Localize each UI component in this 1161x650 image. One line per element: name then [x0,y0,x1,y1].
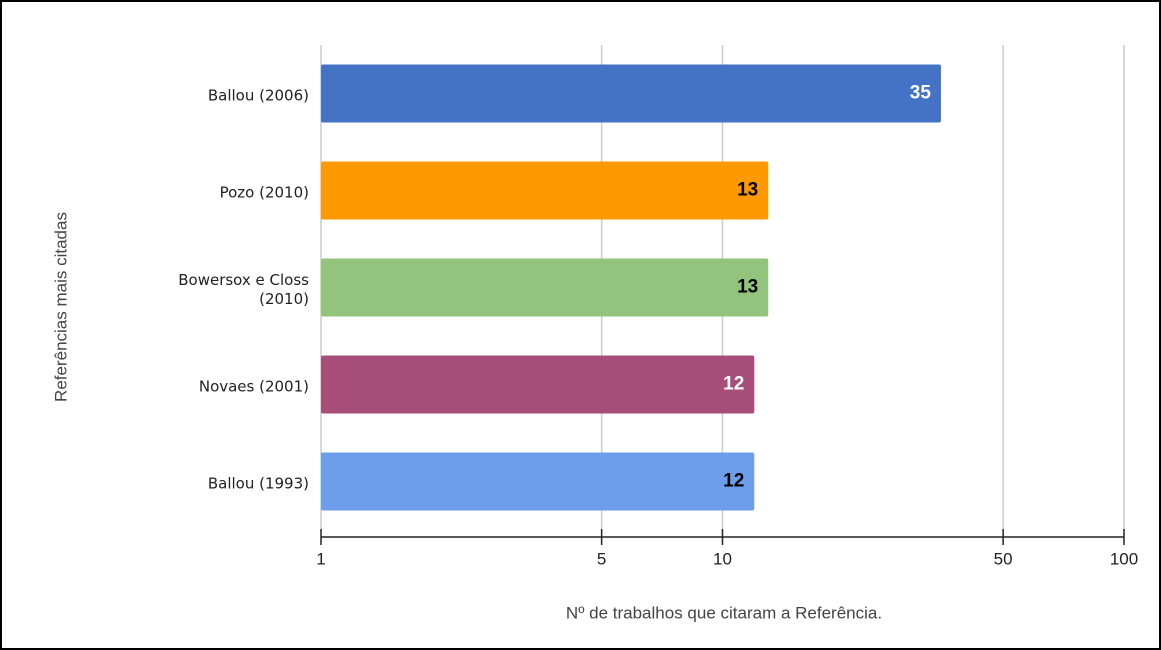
bar [321,161,769,220]
bar-value-label: 12 [723,374,744,395]
y-tick-label: Novaes (2001) [198,377,309,395]
y-tick-label: Pozo (2010) [219,183,309,201]
x-tick-label: 100 [1110,549,1138,568]
x-tick-label: 10 [713,549,732,568]
bar [321,258,769,317]
y-tick-label: Bowersox e Closs (2010) [178,270,309,308]
bar-value-label: 12 [723,471,744,492]
x-tick-label: 1 [316,549,325,568]
y-tick-label: Ballou (2006) [207,86,309,104]
x-tick-label: 50 [994,549,1013,568]
bar-value-label: 13 [737,180,758,201]
x-tick-label: 5 [597,549,606,568]
bar [321,64,941,123]
bar-value-label: 13 [737,277,758,298]
bar [321,355,755,414]
y-tick-label: Ballou (1993) [207,474,309,492]
x-axis-label: Nº de trabalhos que citaram a Referência… [566,603,882,622]
bar-value-label: 35 [910,83,932,104]
bar [321,452,755,511]
y-axis-label: Referências mais citadas [51,212,70,402]
